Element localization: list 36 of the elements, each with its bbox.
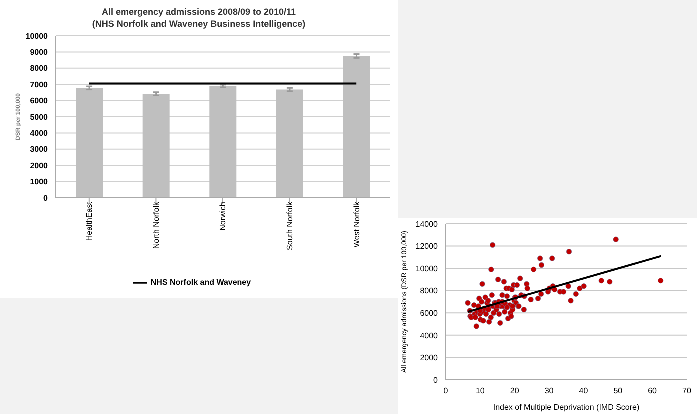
x-tick-label: South Norfolk bbox=[285, 201, 294, 250]
y-tick-label: 8000 bbox=[420, 286, 439, 296]
y-tick-label: 9000 bbox=[30, 48, 49, 58]
x-tick-label: 70 bbox=[682, 386, 692, 396]
x-axis-title: Index of Multiple Deprivation (IMD Score) bbox=[493, 403, 640, 412]
chart-title: All emergency admissions 2008/09 to 2010/11 bbox=[100, 6, 298, 18]
x-tick-label: 50 bbox=[614, 386, 624, 396]
x-tick-label: 40 bbox=[579, 386, 589, 396]
y-tick-label: 3000 bbox=[30, 145, 49, 154]
y-tick-label: 12000 bbox=[416, 242, 439, 252]
x-tick-label: West Norfolk bbox=[352, 201, 362, 248]
y-tick-label: 0 bbox=[44, 194, 49, 203]
x-tick-label: Norwich bbox=[218, 202, 228, 231]
x-tick-label: 60 bbox=[648, 386, 658, 396]
y-tick-label: 4000 bbox=[420, 331, 439, 340]
x-tick-label: 20 bbox=[510, 386, 520, 396]
x-tick-label: 10 bbox=[476, 386, 486, 396]
y-tick-label: 0 bbox=[434, 376, 439, 385]
y-tick-label: 10000 bbox=[416, 264, 439, 274]
y-tick-label: 1000 bbox=[30, 178, 49, 187]
y-tick-label: 10000 bbox=[26, 32, 49, 41]
legend-label: NHS Norfolk and Waveney bbox=[150, 278, 252, 288]
y-tick-label: 2000 bbox=[420, 354, 439, 363]
chart-subtitle: (NHS Norfolk and Waveney Business Intelligence) bbox=[91, 18, 307, 30]
y-tick-label: 14000 bbox=[416, 220, 439, 229]
y-tick-label: 8000 bbox=[30, 64, 49, 74]
x-tick-label: North Norfolk bbox=[152, 201, 161, 250]
y-tick-label: 6000 bbox=[30, 96, 49, 106]
x-tick-label: 0 bbox=[444, 386, 449, 396]
x-tick-label: HealthEast bbox=[85, 201, 94, 242]
y-tick-label: 6000 bbox=[420, 308, 439, 318]
x-tick-label: 30 bbox=[544, 386, 554, 396]
y-tick-label: 7000 bbox=[30, 80, 49, 90]
y-tick-label: 4000 bbox=[30, 129, 49, 138]
y-tick-label: 5000 bbox=[30, 112, 49, 122]
y-tick-label: 2000 bbox=[30, 161, 49, 170]
